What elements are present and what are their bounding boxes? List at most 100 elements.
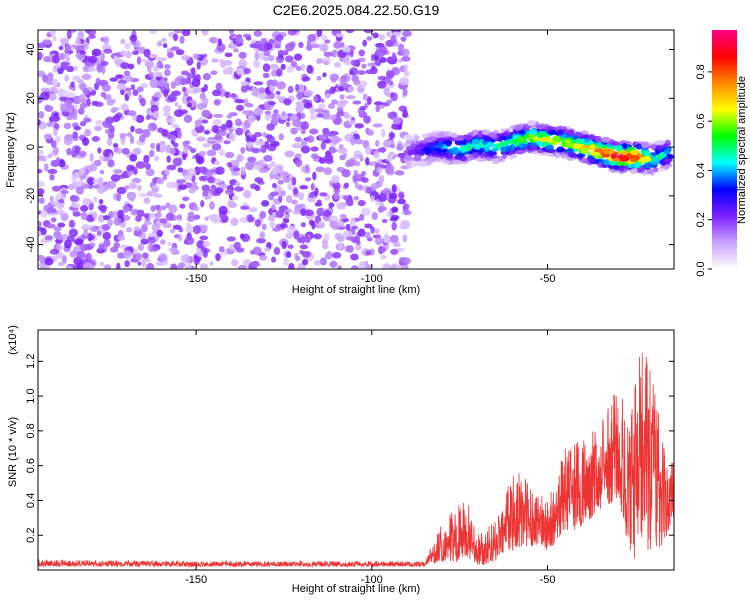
heatmap-noise-blob <box>199 150 206 157</box>
heatmap-noise-blob <box>68 183 75 191</box>
heatmap-noise-blob <box>123 70 131 77</box>
heatmap-noise-blob <box>177 131 183 140</box>
heatmap-noise-blob <box>89 242 96 247</box>
heatmap-noise-blob <box>219 183 228 190</box>
heatmap-noise-blob <box>353 195 359 201</box>
heatmap-ridge-blob <box>483 152 490 158</box>
heatmap-noise-blob <box>87 65 96 72</box>
heatmap-noise-blob <box>336 111 346 117</box>
heatmap-noise-blob <box>82 137 90 146</box>
heatmap-marks <box>38 30 674 269</box>
heatmap-noise-blob <box>271 167 281 175</box>
heatmap-noise-blob <box>184 140 190 145</box>
heatmap-ridge-blob <box>634 162 642 168</box>
heatmap-noise-blob <box>225 66 234 75</box>
heatmap-noise-blob <box>133 226 140 232</box>
heatmap-noise-blob <box>49 30 57 36</box>
heatmap-noise-blob <box>210 70 218 75</box>
heatmap-noise-blob <box>269 92 275 99</box>
heatmap-ridge-blob <box>407 149 416 156</box>
heatmap-noise-blob <box>264 113 272 122</box>
heatmap-noise-blob <box>64 74 70 82</box>
heatmap-noise-blob <box>364 231 371 239</box>
heatmap-noise-blob <box>288 262 295 269</box>
heatmap-noise-blob <box>319 192 328 197</box>
heatmap-noise-blob <box>345 95 356 100</box>
heatmap-noise-blob <box>179 203 186 209</box>
snr-x-tick-label: -100 <box>361 574 383 586</box>
heatmap-noise-blob <box>331 251 342 259</box>
heatmap-noise-blob <box>275 210 285 218</box>
heatmap-noise-blob <box>155 235 160 241</box>
heatmap-noise-blob <box>292 119 303 128</box>
heatmap-noise-blob <box>404 70 410 77</box>
snr-x-tick-label: -50 <box>540 574 556 586</box>
heatmap-ridge-blob <box>663 158 673 163</box>
heatmap-noise-blob <box>379 45 387 54</box>
heatmap-noise-blob <box>103 215 111 221</box>
heatmap-ridge-blob <box>629 156 636 163</box>
heatmap-noise-blob <box>304 235 311 244</box>
heatmap-ridge-blob <box>649 144 657 150</box>
snr-y-tick-label: 0.6 <box>25 458 37 473</box>
heatmap-noise-blob <box>278 195 283 203</box>
heatmap-noise-blob <box>345 30 355 34</box>
heatmap-noise-blob <box>181 30 191 37</box>
heatmap-noise-blob <box>60 233 70 242</box>
heatmap-noise-blob <box>240 80 250 86</box>
heatmap-ridge-blob <box>587 157 593 164</box>
heatmap-noise-blob <box>283 257 289 266</box>
heatmap-noise-blob <box>117 235 126 241</box>
heatmap-noise-blob <box>302 76 311 82</box>
heatmap-noise-blob <box>240 84 249 93</box>
snr-y-label: SNR (10 * v/v) <box>7 417 19 487</box>
heatmap-noise-blob <box>151 187 159 193</box>
heatmap-noise-blob <box>378 34 385 41</box>
heatmap-ridge-blob <box>567 151 576 158</box>
heatmap-noise-blob <box>65 92 75 99</box>
heatmap-noise-blob <box>316 113 325 118</box>
heatmap-noise-blob <box>38 168 42 174</box>
heatmap-noise-blob <box>199 263 209 269</box>
heatmap-noise-blob <box>161 57 167 62</box>
heatmap-noise-blob <box>143 220 152 226</box>
heatmap-noise-blob <box>234 37 244 45</box>
heatmap-noise-blob <box>78 168 86 175</box>
heatmap-ridge-blob <box>477 131 483 138</box>
heatmap-noise-blob <box>399 77 410 86</box>
heatmap-noise-blob <box>143 156 150 161</box>
heatmap-noise-blob <box>138 192 148 197</box>
heatmap-noise-blob <box>188 187 196 194</box>
heatmap-ridge-blob <box>501 154 508 159</box>
heatmap-ridge-blob <box>456 152 464 157</box>
heatmap-noise-blob <box>329 146 335 154</box>
heatmap-noise-blob <box>46 121 53 128</box>
heatmap-ridge-blob <box>612 165 620 170</box>
heatmap-noise-blob <box>301 235 306 244</box>
heatmap-noise-blob <box>358 80 368 88</box>
heatmap-noise-blob <box>124 50 132 59</box>
heatmap-noise-blob <box>293 142 301 147</box>
heatmap-ridge-blob <box>483 136 492 142</box>
heatmap-noise-blob <box>228 128 234 134</box>
heatmap-noise-blob <box>57 261 65 267</box>
heatmap-noise-blob <box>200 224 208 232</box>
heatmap-noise-blob <box>234 181 241 187</box>
heatmap-noise-blob <box>359 106 367 111</box>
heatmap-noise-blob <box>342 230 353 238</box>
heatmap-noise-blob <box>47 92 57 101</box>
heatmap-noise-blob <box>60 103 68 113</box>
heatmap-noise-blob <box>316 75 322 81</box>
heatmap-noise-blob <box>165 212 175 221</box>
heatmap-noise-blob <box>203 83 208 92</box>
heatmap-noise-blob <box>231 195 239 201</box>
heatmap-noise-blob <box>155 261 165 266</box>
heatmap-x-ticks: -150 -100 -50 <box>185 30 555 285</box>
heatmap-noise-blob <box>87 177 96 186</box>
heatmap-noise-blob <box>390 214 400 220</box>
heatmap-noise-blob <box>356 240 361 246</box>
heatmap-noise-blob <box>174 101 179 107</box>
heatmap-noise-blob <box>158 253 168 262</box>
heatmap-noise-blob <box>217 38 223 46</box>
colorbar-scale <box>712 30 737 269</box>
